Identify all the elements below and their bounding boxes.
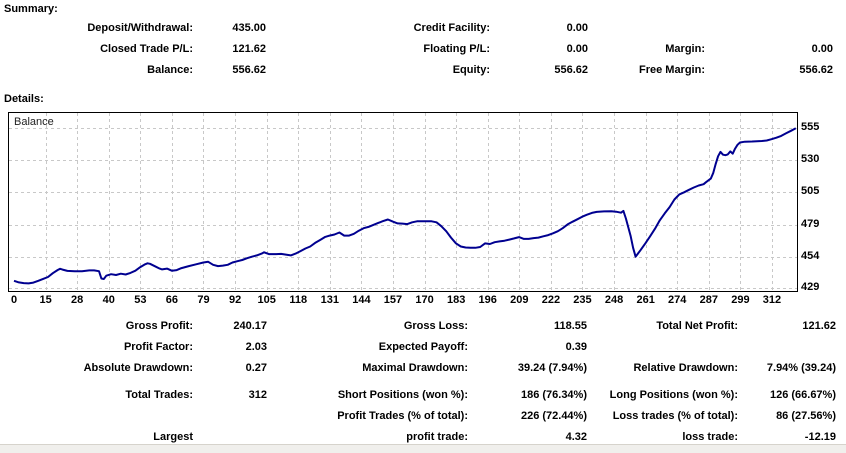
x-axis-label: 144 bbox=[352, 294, 371, 306]
stat-value: 0.39 bbox=[565, 341, 587, 353]
summary-value: 556.62 bbox=[232, 64, 266, 76]
balance-line bbox=[13, 127, 797, 285]
x-axis-label: 170 bbox=[415, 294, 434, 306]
x-axis-label: 209 bbox=[510, 294, 529, 306]
x-axis-label: 312 bbox=[762, 294, 782, 306]
stat-value: 121.62 bbox=[802, 320, 836, 332]
stat-label: Largest bbox=[153, 431, 193, 443]
summary-label: Free Margin: bbox=[638, 64, 705, 76]
summary-label: Floating P/L: bbox=[423, 43, 490, 55]
y-axis-label: 505 bbox=[801, 184, 820, 197]
summary-label: Credit Facility: bbox=[413, 22, 490, 34]
summary-value: 0.00 bbox=[811, 43, 833, 55]
y-axis-label: 555 bbox=[801, 121, 820, 134]
x-axis-label: 196 bbox=[478, 294, 497, 306]
stat-value: 86 (27.56%) bbox=[776, 410, 836, 422]
chart-legend-balance: Balance bbox=[14, 116, 54, 128]
stat-value: 39.24 (7.94%) bbox=[517, 362, 587, 374]
summary-value: 0.00 bbox=[566, 22, 588, 34]
stat-value: 186 (76.34%) bbox=[520, 389, 587, 401]
x-axis-label: 118 bbox=[289, 294, 308, 306]
stat-value: 4.32 bbox=[565, 431, 587, 443]
summary-value: 121.62 bbox=[232, 43, 266, 55]
x-axis-label: 40 bbox=[102, 294, 115, 306]
stat-label: Long Positions (won %): bbox=[609, 389, 738, 401]
summary-value: 435.00 bbox=[232, 22, 266, 34]
details-heading: Details: bbox=[4, 93, 44, 105]
stat-label: Total Net Profit: bbox=[656, 320, 738, 332]
x-axis-label: 0 bbox=[10, 294, 18, 306]
x-axis-label: 222 bbox=[541, 294, 561, 306]
x-axis-label: 235 bbox=[573, 294, 592, 306]
stat-label: Gross Profit: bbox=[125, 320, 193, 332]
x-axis-label: 28 bbox=[71, 294, 84, 306]
x-axis-label: 157 bbox=[383, 294, 403, 306]
stat-label: Profit Trades (% of total): bbox=[337, 410, 468, 422]
stat-label: Expected Payoff: bbox=[378, 341, 468, 353]
stat-value: 240.17 bbox=[233, 320, 267, 332]
stat-value: 118.55 bbox=[553, 320, 587, 332]
summary-label: Closed Trade P/L: bbox=[100, 43, 193, 55]
x-axis-label: 287 bbox=[699, 294, 718, 306]
summary-label: Equity: bbox=[452, 64, 490, 76]
summary-label: Margin: bbox=[665, 43, 705, 55]
summary-value: 556.62 bbox=[554, 64, 588, 76]
x-axis-label: 183 bbox=[446, 294, 466, 306]
summary-value: 0.00 bbox=[566, 43, 588, 55]
x-axis-label: 92 bbox=[228, 294, 242, 306]
x-axis-label: 66 bbox=[165, 294, 179, 306]
x-axis-label: 79 bbox=[197, 294, 210, 306]
stat-label: Maximal Drawdown: bbox=[362, 362, 468, 374]
y-axis-label: 454 bbox=[801, 249, 820, 262]
next-panel-edge bbox=[0, 444, 846, 453]
balance-chart: Balance bbox=[8, 112, 798, 292]
summary-value: 556.62 bbox=[799, 64, 833, 76]
stat-label: loss trade: bbox=[682, 431, 738, 443]
x-axis-label: 261 bbox=[636, 294, 655, 306]
stat-value: 226 (72.44%) bbox=[520, 410, 587, 422]
x-axis-label: 105 bbox=[257, 294, 276, 306]
stat-label: Relative Drawdown: bbox=[633, 362, 738, 374]
stat-label: Profit Factor: bbox=[123, 341, 193, 353]
stat-value: 2.03 bbox=[245, 341, 267, 353]
stat-label: Short Positions (won %): bbox=[337, 389, 468, 401]
summary-label: Deposit/Withdrawal: bbox=[87, 22, 193, 34]
y-axis-label: 429 bbox=[801, 281, 820, 294]
y-axis-label: 479 bbox=[801, 217, 820, 230]
x-axis-label: 15 bbox=[39, 294, 52, 306]
stat-label: Total Trades: bbox=[125, 389, 193, 401]
x-axis-label: 248 bbox=[604, 294, 624, 306]
x-axis-label: 274 bbox=[668, 294, 687, 306]
summary-label: Balance: bbox=[147, 64, 193, 76]
x-axis-label: 131 bbox=[320, 294, 339, 306]
stat-label: Loss trades (% of total): bbox=[612, 410, 738, 422]
stat-value: 126 (66.67%) bbox=[769, 389, 836, 401]
x-axis-label: 299 bbox=[731, 294, 750, 306]
stat-label: Gross Loss: bbox=[403, 320, 468, 332]
stat-value: 7.94% (39.24) bbox=[766, 362, 836, 374]
y-axis-label: 530 bbox=[801, 153, 820, 166]
stat-label: Absolute Drawdown: bbox=[83, 362, 193, 374]
stat-value: 0.27 bbox=[245, 362, 267, 374]
stat-label: profit trade: bbox=[406, 431, 468, 443]
x-axis-label: 53 bbox=[134, 294, 147, 306]
stat-value: 312 bbox=[248, 389, 267, 401]
balance-curve-plot bbox=[9, 113, 797, 291]
stat-value: -12.19 bbox=[804, 431, 836, 443]
summary-heading: Summary: bbox=[4, 3, 58, 15]
